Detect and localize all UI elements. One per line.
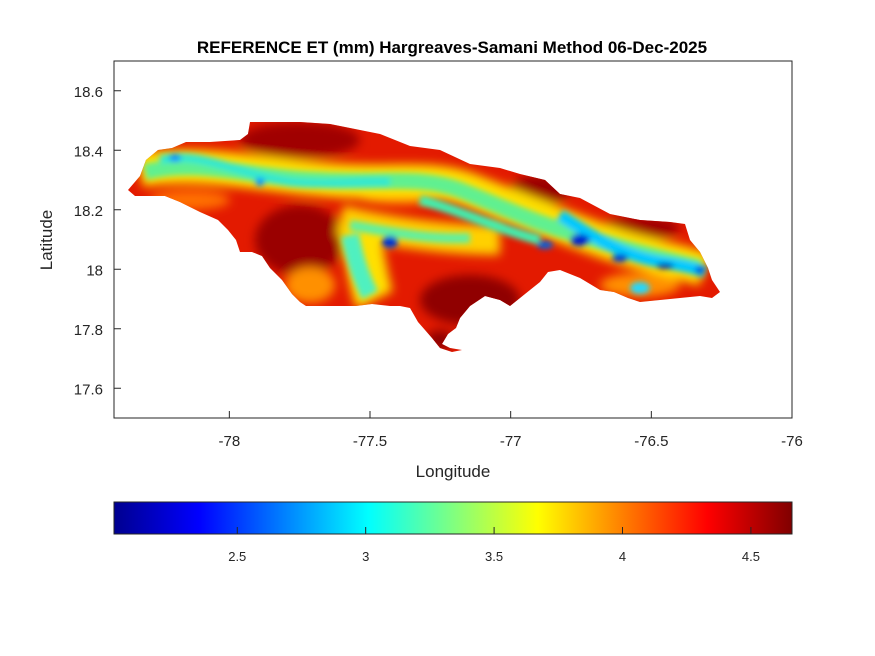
heat-blob <box>612 254 628 262</box>
y-tick-label: 17.8 <box>74 322 103 339</box>
colorbar <box>113 501 793 535</box>
heat-blob <box>169 154 181 162</box>
x-axis-label: Longitude <box>416 462 491 481</box>
x-tick-label: -78 <box>219 433 241 450</box>
colorbar-tick-label: 4 <box>619 549 626 564</box>
axes-box <box>113 60 793 419</box>
y-tick-label: 18 <box>86 262 103 279</box>
colorbar-tick-label: 3 <box>362 549 369 564</box>
colorbar-tick-label: 4.5 <box>742 549 760 564</box>
heat-blob <box>420 275 520 325</box>
heat-band <box>158 153 391 188</box>
heat-blob <box>285 267 335 303</box>
heat-band <box>341 233 379 300</box>
et-heatmap <box>128 122 720 352</box>
heat-blob <box>382 236 398 248</box>
x-tick-label: -76.5 <box>634 433 668 450</box>
y-tick-label: 18.4 <box>74 143 103 160</box>
y-tick-label: 17.6 <box>74 381 103 398</box>
heat-blob <box>695 266 705 274</box>
y-axis-label: Latitude <box>37 210 56 271</box>
heat-blob <box>630 282 650 294</box>
colorbar-tick-label: 3.5 <box>485 549 503 564</box>
y-tick-label: 18.2 <box>74 203 103 220</box>
chart-title: REFERENCE ET (mm) Hargreaves-Samani Meth… <box>197 38 707 57</box>
colorbar-tick-label: 2.5 <box>228 549 246 564</box>
heat-blob <box>255 178 265 186</box>
y-tick-label: 18.6 <box>74 84 103 101</box>
heat-band <box>418 195 542 245</box>
y-axis: 18.6 18.4 18.2 18 17.8 17.6 <box>74 84 121 398</box>
x-tick-label: -77 <box>500 433 522 450</box>
heat-blob <box>656 263 674 269</box>
colorbar-ticks: 2.5 3 3.5 4 4.5 <box>228 527 760 564</box>
heat-blob <box>570 234 590 246</box>
heat-blob <box>150 190 230 210</box>
x-tick-label: -77.5 <box>353 433 387 450</box>
heat-blob <box>426 330 454 350</box>
heat-blob <box>240 122 360 158</box>
heat-blob <box>537 241 553 249</box>
x-tick-label: -76 <box>781 433 803 450</box>
heat-blob <box>255 205 345 275</box>
x-axis: -78 -77.5 -77 -76.5 -76 <box>219 411 803 450</box>
heat-band <box>349 220 471 244</box>
heat-band <box>556 210 708 278</box>
